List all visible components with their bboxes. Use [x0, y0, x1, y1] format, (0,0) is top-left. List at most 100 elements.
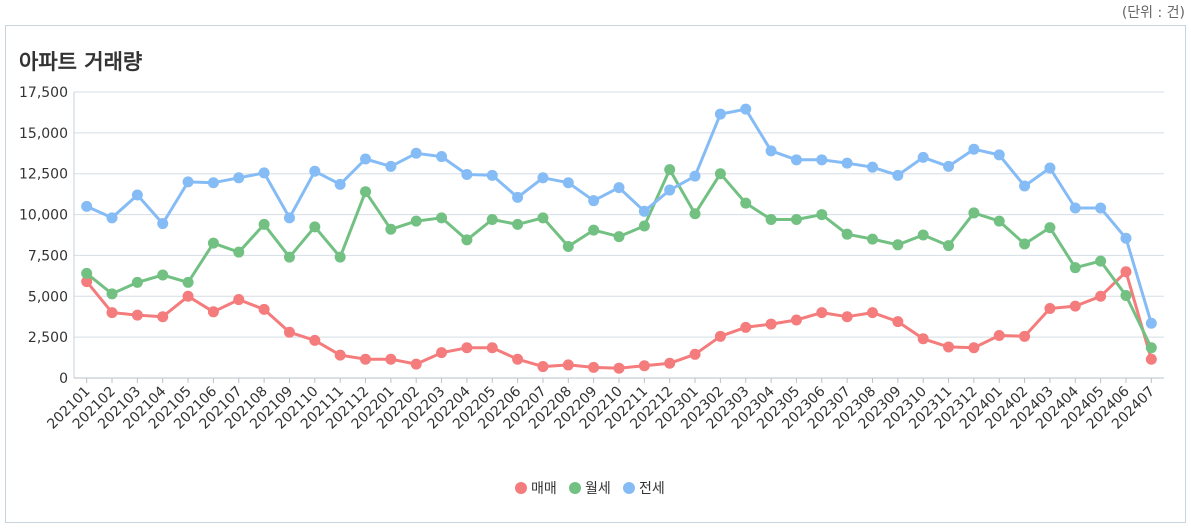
data-point — [1145, 317, 1157, 329]
data-point — [512, 191, 524, 203]
data-point — [233, 246, 245, 258]
data-point — [638, 220, 650, 232]
data-point — [790, 314, 802, 326]
data-point — [562, 359, 574, 371]
data-point — [638, 360, 650, 372]
y-tick-label: 10,000 — [19, 208, 68, 224]
data-point — [512, 353, 524, 365]
data-point — [866, 233, 878, 245]
data-point — [157, 269, 169, 281]
data-point — [537, 172, 549, 184]
data-point — [182, 176, 194, 188]
data-point — [816, 154, 828, 166]
data-point — [588, 195, 600, 207]
data-point — [106, 212, 118, 224]
data-point — [1069, 202, 1081, 214]
data-point — [410, 358, 422, 370]
data-point — [588, 361, 600, 373]
data-point — [714, 108, 726, 120]
data-point — [943, 160, 955, 172]
legend-marker — [623, 482, 635, 494]
data-point — [207, 177, 219, 189]
data-point — [131, 189, 143, 201]
data-point — [106, 307, 118, 319]
series-line-2 — [85, 168, 1153, 350]
y-tick-label: 2,500 — [28, 330, 68, 346]
data-point — [207, 306, 219, 318]
data-point — [1095, 202, 1107, 214]
data-point — [943, 240, 955, 252]
data-point — [1120, 232, 1132, 244]
data-point — [283, 326, 295, 338]
legend-label: 전세 — [639, 481, 665, 497]
data-point — [81, 267, 93, 279]
y-tick-label: 7,500 — [28, 248, 68, 264]
data-point — [360, 353, 372, 365]
data-point — [1095, 290, 1107, 302]
chart-title: 아파트 거래량 — [19, 50, 143, 74]
y-tick-label: 0 — [59, 371, 68, 387]
data-point — [512, 218, 524, 230]
data-point — [892, 316, 904, 328]
y-tick-label: 15,000 — [19, 126, 68, 142]
data-point — [1019, 180, 1031, 192]
data-point — [207, 237, 219, 249]
series-line-1 — [85, 270, 1153, 370]
data-point — [334, 178, 346, 190]
data-point — [714, 168, 726, 180]
data-point — [1044, 303, 1056, 315]
data-point — [258, 167, 270, 179]
data-point — [233, 294, 245, 306]
data-point — [157, 311, 169, 323]
data-point — [613, 231, 625, 243]
data-point — [309, 221, 321, 233]
data-point — [689, 170, 701, 182]
data-point — [816, 209, 828, 221]
y-tick-label: 17,500 — [19, 85, 68, 101]
data-point — [765, 213, 777, 225]
data-point — [334, 251, 346, 263]
data-point — [689, 348, 701, 360]
data-point — [740, 103, 752, 115]
data-point — [917, 229, 929, 241]
data-point — [334, 349, 346, 361]
data-point — [436, 212, 448, 224]
line-chart: 0 2,500 5,000 7,500 10,000 12,500 15,000 17,500… — [19, 85, 1164, 497]
data-point — [131, 309, 143, 321]
data-point — [892, 239, 904, 251]
legend-marker — [569, 482, 581, 494]
data-point — [816, 307, 828, 319]
data-point — [968, 207, 980, 219]
data-point — [537, 212, 549, 224]
y-tick-label: 5,000 — [28, 289, 68, 305]
data-point — [1044, 222, 1056, 234]
data-point — [182, 290, 194, 302]
data-point — [486, 342, 498, 354]
data-point — [436, 151, 448, 163]
data-point — [157, 218, 169, 230]
data-point — [385, 223, 397, 235]
data-point — [993, 330, 1005, 342]
data-point — [1145, 353, 1157, 365]
data-point — [436, 347, 448, 359]
data-point — [664, 164, 676, 176]
legend-label: 매매 — [531, 481, 557, 497]
data-point — [258, 218, 270, 230]
legend-item: 월세 — [569, 481, 611, 497]
data-point — [81, 276, 93, 288]
data-point — [943, 341, 955, 353]
data-point — [1145, 342, 1157, 354]
data-point — [1069, 300, 1081, 312]
data-point — [714, 330, 726, 342]
data-point — [81, 200, 93, 212]
data-point — [131, 276, 143, 288]
unit-label: (단위 : 건) — [1121, 5, 1185, 21]
data-point — [461, 234, 473, 246]
data-point — [1019, 330, 1031, 342]
data-point — [638, 205, 650, 217]
data-point — [917, 151, 929, 163]
data-point — [765, 145, 777, 157]
data-point — [410, 147, 422, 159]
data-point — [664, 184, 676, 196]
data-point — [968, 342, 980, 354]
